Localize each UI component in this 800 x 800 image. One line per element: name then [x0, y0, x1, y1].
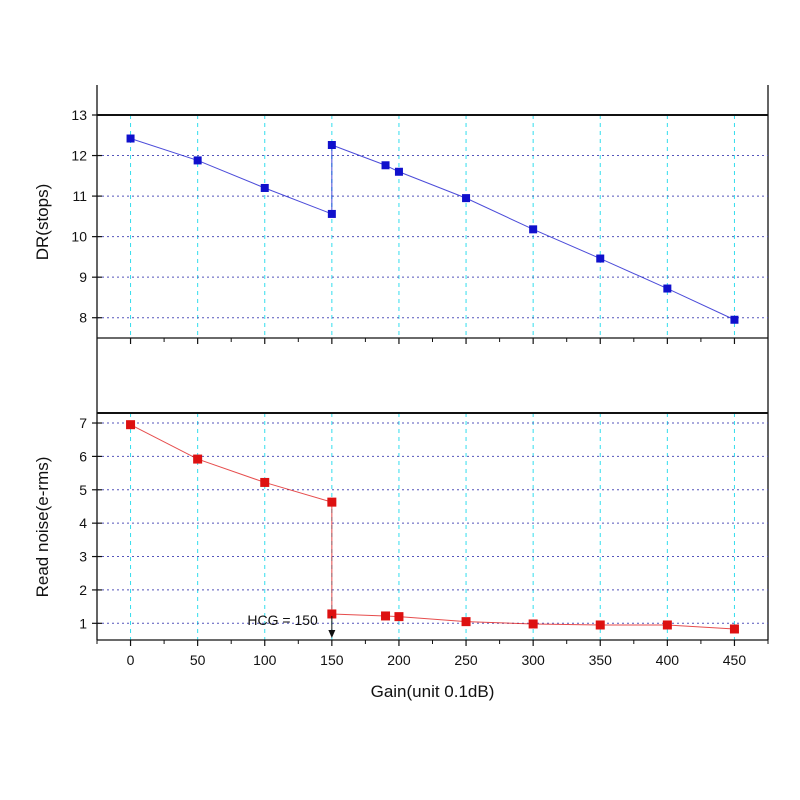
- top-panel: 8 9 10 11 12 13 DR(stops): [33, 107, 769, 344]
- top-data-point: [462, 194, 471, 203]
- bottom-data-point: [193, 454, 203, 464]
- top-y-tick-label: 8: [79, 310, 87, 326]
- top-series-line: [130, 138, 735, 321]
- bottom-data-point: [381, 611, 391, 621]
- x-tick-label: 250: [454, 652, 478, 668]
- bottom-y-tick-label: 2: [79, 582, 87, 598]
- hcg-arrow-head: [328, 630, 336, 638]
- top-data-point: [327, 141, 336, 150]
- x-tick-label: 0: [127, 652, 135, 668]
- top-y-tick-label: 13: [71, 107, 87, 123]
- top-data-point: [529, 225, 538, 234]
- x-tick-label: 100: [253, 652, 277, 668]
- top-y-tick-label: 9: [79, 269, 87, 285]
- bottom-data-point: [528, 619, 538, 629]
- top-data-point: [663, 284, 672, 293]
- bottom-y-tick-label: 5: [79, 482, 87, 498]
- bottom-y-tick-label: 1: [79, 615, 87, 631]
- bottom-data-point: [461, 617, 471, 627]
- bottom-y-axis-title: Read noise(e-rms): [33, 457, 52, 598]
- bottom-data-point: [394, 612, 404, 622]
- bottom-series-line: [130, 424, 735, 630]
- bottom-data-point: [595, 620, 605, 630]
- bottom-y-tick-label: 4: [79, 515, 87, 531]
- x-tick-label: 350: [589, 652, 613, 668]
- top-data-point: [730, 315, 739, 324]
- x-tick-label: 150: [320, 652, 344, 668]
- top-y-axis-title: DR(stops): [33, 184, 52, 261]
- hcg-annotation-label: HCG = 150: [247, 612, 318, 628]
- top-data-point: [193, 156, 202, 165]
- x-tick-label: 450: [723, 652, 747, 668]
- bottom-y-tick-label: 3: [79, 549, 87, 565]
- bottom-data-point: [729, 624, 739, 634]
- x-tick-label: 50: [190, 652, 206, 668]
- x-tick-label: 300: [521, 652, 545, 668]
- top-data-point: [394, 167, 403, 176]
- bottom-y-tick-label: 6: [79, 448, 87, 464]
- bottom-data-point: [260, 477, 270, 487]
- bottom-data-point: [327, 497, 337, 507]
- bottom-data-point: [126, 420, 136, 430]
- top-y-tick-label: 11: [72, 188, 87, 204]
- top-data-point: [327, 209, 336, 218]
- top-data-point: [260, 183, 269, 192]
- bottom-data-point: [327, 609, 337, 619]
- top-data-point: [596, 254, 605, 263]
- top-data-point: [126, 134, 135, 143]
- bottom-data-point: [662, 620, 672, 630]
- top-y-tick-label: 12: [71, 148, 87, 164]
- top-y-tick-label: 10: [71, 229, 87, 245]
- bottom-y-tick-label: 7: [79, 415, 87, 431]
- x-tick-label: 200: [387, 652, 411, 668]
- x-tick-label: 400: [656, 652, 680, 668]
- x-axis-title: Gain(unit 0.1dB): [371, 682, 495, 701]
- top-data-point: [381, 161, 390, 170]
- bottom-panel: 1 2 3 4 5 6 7 Read noise(e-rms) HCG = 150 0 50 100 1…: [33, 412, 769, 701]
